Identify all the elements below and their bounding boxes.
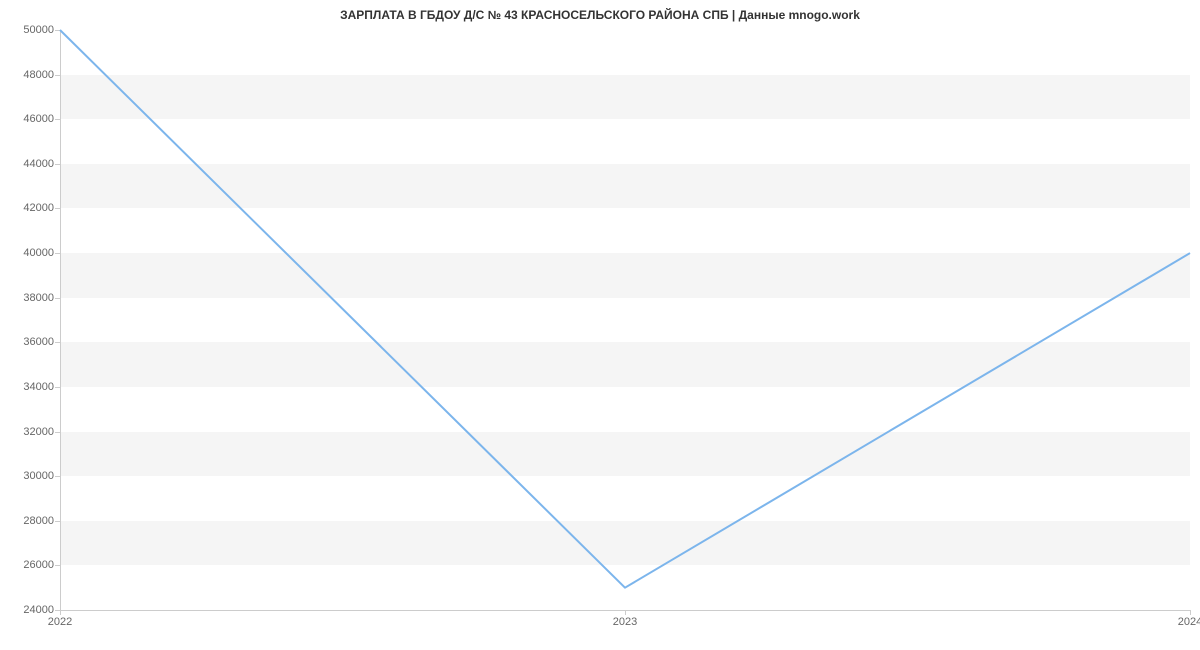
x-tick-label: 2022 (48, 616, 72, 628)
plot-area: 2400026000280003000032000340003600038000… (60, 30, 1190, 610)
x-axis-line (60, 610, 1190, 611)
y-tick-label: 36000 (23, 336, 54, 348)
y-tick-label: 46000 (23, 113, 54, 125)
y-tick-label: 50000 (23, 24, 54, 36)
y-tick-label: 40000 (23, 247, 54, 259)
x-tick-mark (1190, 610, 1191, 615)
x-tick-label: 2023 (613, 616, 637, 628)
y-tick-label: 28000 (23, 515, 54, 527)
series-line (60, 30, 1190, 610)
y-tick-label: 44000 (23, 158, 54, 170)
chart-container: ЗАРПЛАТА В ГБДОУ Д/С № 43 КРАСНОСЕЛЬСКОГ… (0, 0, 1200, 650)
y-tick-label: 26000 (23, 559, 54, 571)
x-tick-label: 2024 (1178, 616, 1200, 628)
y-tick-label: 48000 (23, 69, 54, 81)
y-tick-label: 32000 (23, 426, 54, 438)
y-tick-label: 30000 (23, 470, 54, 482)
y-tick-label: 42000 (23, 202, 54, 214)
y-tick-label: 24000 (23, 604, 54, 616)
y-tick-label: 34000 (23, 381, 54, 393)
y-tick-label: 38000 (23, 292, 54, 304)
chart-title: ЗАРПЛАТА В ГБДОУ Д/С № 43 КРАСНОСЕЛЬСКОГ… (0, 8, 1200, 22)
